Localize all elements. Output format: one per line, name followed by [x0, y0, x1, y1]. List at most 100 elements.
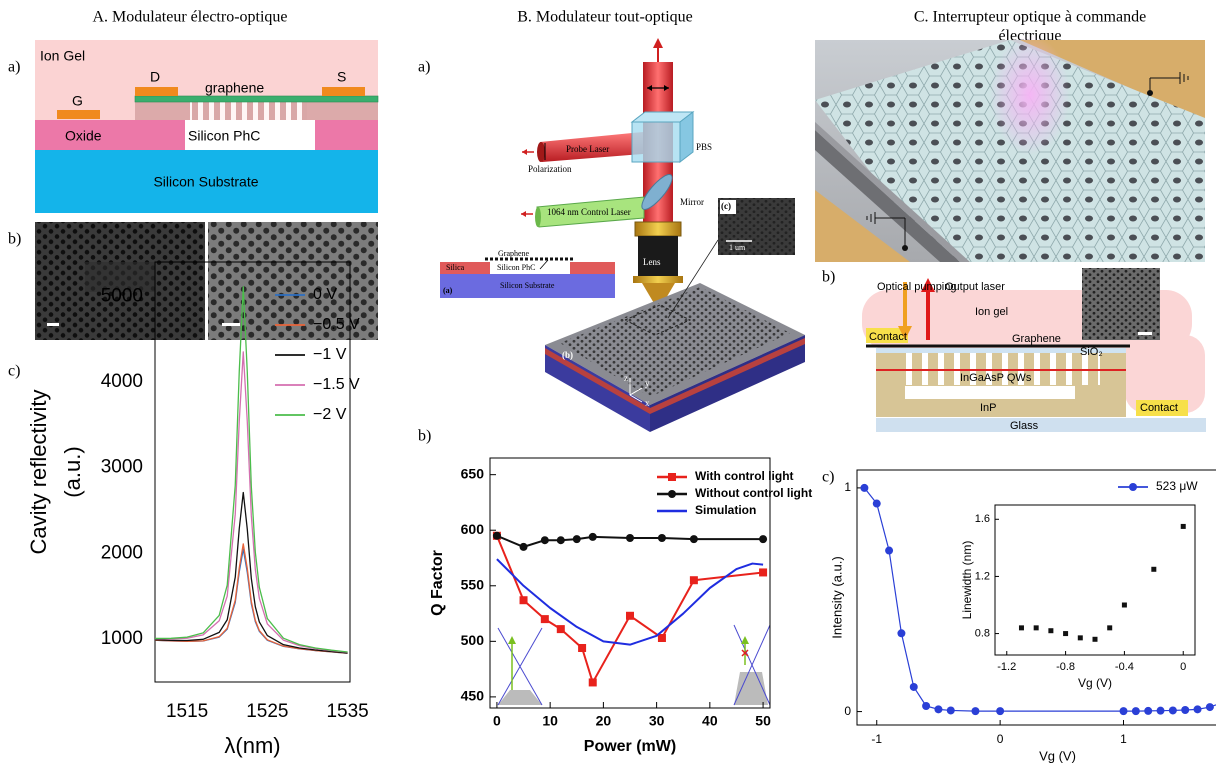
shape: [135, 87, 178, 96]
marker: [922, 701, 931, 710]
label: Mirror: [680, 197, 704, 207]
x-tick-label: 50: [755, 713, 771, 729]
series-line: [154, 351, 348, 653]
y-axis-label: Intensity (a.u.): [829, 556, 844, 638]
marker: [1144, 706, 1153, 715]
series-line: [154, 491, 348, 654]
label: 1064 nm Control Laser: [547, 207, 631, 217]
shape: [47, 323, 59, 326]
label: Output laser: [945, 281, 1005, 293]
y-axis-label: Q Factor: [429, 550, 446, 616]
panel-label: c): [8, 363, 20, 380]
marker: [1151, 566, 1157, 572]
label: Silica: [446, 263, 465, 272]
series-line: [154, 543, 348, 654]
marker: [556, 625, 565, 634]
y-tick-label: 1000: [101, 628, 143, 649]
marker: [668, 473, 676, 481]
marker: [1205, 703, 1214, 712]
shape: [623, 304, 692, 336]
chart: 1000 2000 3000 4000 5000 1515 1525 1535 λ(nm) Cav…: [26, 261, 369, 758]
shape: [629, 387, 643, 396]
x-tick-label: 1515: [166, 701, 208, 722]
legend-label: 0 V: [313, 286, 337, 303]
y-tick-label: 1.2: [975, 570, 990, 582]
label: 1 um: [729, 243, 746, 252]
laser-schematic: Optical pumping Output laser Ion gel Con…: [862, 268, 1206, 432]
label: Probe Laser: [566, 144, 609, 154]
panel-label: c): [822, 469, 834, 486]
shape: [734, 672, 768, 705]
shape: [521, 211, 526, 217]
shape: [535, 207, 541, 227]
marker: [689, 535, 698, 544]
shape: [653, 38, 663, 48]
marker: [519, 542, 528, 551]
label: Oxide: [65, 128, 102, 144]
marker: [1129, 483, 1137, 491]
marker: [1119, 707, 1128, 716]
marker: [1121, 602, 1127, 608]
shape: [1136, 400, 1188, 416]
setup-diagram: Probe Laser Polarization PBS 1064 nm Con…: [440, 38, 805, 432]
x-tick-label: 40: [702, 713, 718, 729]
shape: [315, 120, 378, 150]
marker: [626, 611, 634, 620]
shape: [1147, 90, 1153, 96]
label: (a): [443, 286, 453, 295]
label: PBS: [696, 142, 712, 152]
y-tick-label: 450: [461, 688, 485, 704]
shape: [537, 142, 545, 162]
marker: [860, 483, 869, 492]
label: Lens: [643, 257, 661, 267]
label: Graphene: [1012, 333, 1061, 345]
y-tick-label: 500: [461, 632, 485, 648]
shape: [85, 262, 155, 292]
marker: [668, 490, 676, 498]
marker: [492, 531, 501, 540]
series-line: [154, 286, 348, 653]
chart: 0.8 1.2 1.6 -1.2 -0.8 -0.4 0 Vg (V) Linewidth (n…: [960, 504, 1196, 690]
x-tick-label: 0: [997, 732, 1004, 746]
shape: [522, 149, 527, 155]
panel-label: a): [418, 59, 430, 76]
series-line: [495, 535, 764, 684]
marker: [1131, 707, 1140, 716]
y-tick-label: 550: [461, 576, 485, 592]
label: InGaAsP QWs: [960, 372, 1032, 384]
label: Contact: [1140, 402, 1178, 414]
shape: [322, 87, 365, 96]
marker: [1018, 625, 1024, 631]
shape: [35, 120, 185, 150]
shape: [647, 85, 652, 91]
y-tick-label: 1: [844, 480, 851, 494]
shape: [185, 120, 315, 150]
marker: [897, 629, 906, 638]
shape: [720, 200, 736, 214]
y-tick-label: 2000: [101, 542, 143, 563]
shape: [498, 690, 542, 705]
y-axis-label: (a.u.): [60, 446, 85, 497]
y-tick-label: 1.6: [975, 513, 990, 525]
marker: [1156, 706, 1165, 715]
shape: [990, 35, 1070, 155]
chart: 01-1012Vg (V)Intensity (a.u.)523 μW: [829, 469, 1216, 763]
marker: [588, 532, 597, 541]
x-axis-label: Vg (V): [1039, 748, 1076, 763]
shape: [497, 627, 543, 706]
x-tick-label: 10: [542, 713, 558, 729]
label: y: [645, 378, 650, 388]
band-cone-icons: ✕: [497, 624, 771, 706]
marker: [946, 706, 955, 715]
label: Silicon PhC: [497, 263, 535, 272]
label: Glass: [1010, 420, 1039, 432]
shape: [134, 95, 379, 103]
label: Silicon Substrate: [153, 174, 258, 190]
shape: [650, 338, 805, 414]
shape: [815, 40, 1205, 262]
y-tick-label: 5000: [101, 285, 143, 306]
x-axis-label: Power (mW): [584, 738, 676, 755]
marker: [519, 596, 528, 605]
label: graphene: [205, 80, 264, 96]
